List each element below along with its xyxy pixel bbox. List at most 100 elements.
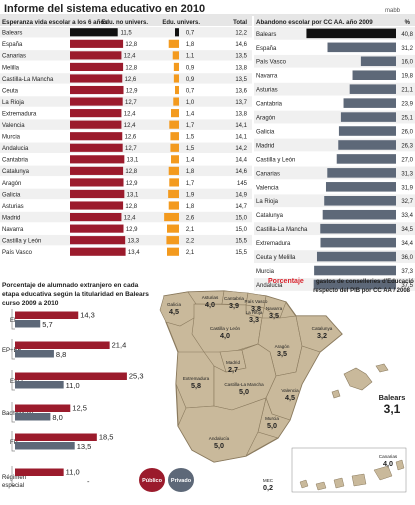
t1-value-univ: 1,7: [186, 123, 195, 129]
t2-value-label: 25,1: [401, 116, 413, 122]
t1-row-bg: [0, 223, 252, 234]
t1-region-label: Galicia: [2, 192, 21, 198]
t1-bar-univ: [171, 109, 179, 118]
t1-bar-univ: [173, 97, 179, 106]
t1-value-univ: 0,9: [186, 77, 195, 83]
t2-bar: [322, 209, 396, 220]
t2-bar: [316, 251, 396, 262]
t3-category-label: Régimen: [2, 475, 26, 481]
t1-bar-no-univ: [70, 155, 125, 164]
t2-value-label: 16,0: [401, 60, 413, 66]
t1-bar-univ: [172, 51, 179, 60]
t1-value-no-univ: 12,7: [125, 100, 137, 106]
t2-value-label: 37,5: [401, 283, 413, 289]
map-region-value: 5,0: [267, 421, 277, 430]
t1-row-bg: [0, 177, 252, 188]
t3-bar-private: [15, 350, 54, 358]
t1-value-no-univ: 11,5: [120, 31, 132, 37]
t1-row-bg: [0, 119, 252, 130]
t1-bar-univ: [170, 132, 179, 141]
t1-header-band: [0, 16, 252, 26]
map-title-highlight: Porcentaje: [268, 278, 304, 285]
t1-region-label: Castilla-La Mancha: [2, 77, 54, 83]
t2-region-label: Castilla y León: [256, 157, 295, 163]
t3-value-public: 14,3: [80, 311, 95, 320]
t3-bracket: [11, 431, 15, 452]
t1-value-univ: 2,1: [186, 227, 195, 233]
t1-value-univ: 1,8: [186, 42, 195, 48]
t2-value-label: 23,9: [401, 102, 413, 108]
t3-bar-private: [15, 320, 41, 328]
t1-value-total: 14,9: [235, 192, 247, 198]
t2-value-label: 26,0: [401, 129, 413, 135]
t1-region-label: Castilla y León: [2, 239, 41, 245]
t1-value-univ: 0,9: [186, 65, 195, 71]
map-region-name: Murcia: [265, 416, 279, 421]
t1-value-total: 14,7: [235, 204, 247, 210]
t1-bar-univ: [175, 85, 179, 95]
t1-bar-univ: [168, 39, 179, 48]
t1-value-no-univ: 12,6: [125, 77, 137, 83]
map-canarias-island: [395, 459, 405, 471]
t1-bar-univ: [168, 166, 179, 175]
t3-bracket: [11, 402, 15, 423]
t3-value-private: 5,7: [42, 320, 52, 329]
map-region-name: Andalucía: [209, 436, 230, 441]
map-region-name: País Vasco: [245, 299, 268, 304]
source-credit: mabb: [385, 8, 401, 14]
t1-region-label: Murcia: [2, 135, 21, 141]
t1-value-total: 14,1: [235, 123, 247, 129]
t1-bar-no-univ: [70, 143, 123, 152]
t1-bar-univ: [173, 62, 179, 71]
t3-bar-public: [15, 341, 110, 349]
t3-bar-private: [15, 442, 75, 450]
t1-row-bg: [0, 73, 252, 84]
t1-value-no-univ: 13,1: [127, 192, 139, 198]
t3-category-label: EI: [10, 318, 16, 324]
t1-value-total: 15,5: [235, 239, 247, 245]
map-region-catalunya: [295, 315, 343, 353]
map-region-menorca: [375, 363, 389, 373]
t1-region-label: Valencia: [2, 123, 25, 129]
t2-value-label: 21,1: [401, 88, 413, 94]
t1-value-univ: 1,8: [186, 204, 195, 210]
t1-bar-no-univ: [70, 132, 123, 141]
t2-bar: [338, 140, 396, 150]
t1-bar-univ: [164, 213, 179, 222]
t2-bar: [314, 265, 396, 276]
map-region-name: Castilla-La Mancha: [224, 382, 264, 387]
t1-value-total: 14,6: [235, 42, 247, 48]
t1-value-univ: 1,0: [186, 100, 195, 106]
t1-value-no-univ: 12,9: [126, 88, 138, 94]
t1-region-label: España: [2, 42, 23, 48]
t2-bar: [360, 56, 396, 67]
t3-value-private: -: [87, 477, 90, 486]
t1-value-no-univ: 13,3: [127, 239, 139, 245]
t2-value-label: 34,5: [401, 227, 413, 233]
t3-bar-private: [15, 381, 64, 389]
t1-region-label: Cantabria: [2, 158, 29, 164]
t3-legend-private-swatch: [168, 468, 194, 492]
t1-row-bg: [0, 107, 252, 119]
t2-region-label: Navarra: [256, 74, 278, 80]
t1-row-bg: [0, 130, 252, 142]
t1-bar-no-univ: [70, 39, 124, 48]
t1-value-no-univ: 13,4: [128, 250, 140, 256]
t3-bar-public: [15, 433, 97, 441]
t2-title: Abandono escolar por CC AA. año 2009: [256, 19, 373, 26]
t2-value-label: 33,4: [401, 213, 413, 219]
map-region-value: 4,5: [169, 307, 179, 316]
t2-bar: [327, 42, 396, 53]
t2-region-label: Ceuta y Melilla: [256, 255, 296, 261]
t1-value-univ: 2,6: [186, 215, 195, 221]
map-region-value: 3,3: [249, 315, 259, 324]
map-region-ibiza: [331, 389, 341, 399]
t2-region-label: Extremadura: [256, 241, 291, 247]
t1-bar-no-univ: [70, 166, 124, 175]
t1-value-univ: 2,2: [186, 239, 195, 245]
t2-region-label: Castilla-La Mancha: [256, 227, 308, 233]
map-region-balears: [343, 367, 373, 391]
t1-value-no-univ: 12,4: [124, 111, 136, 117]
map-canarias-island: [299, 479, 309, 489]
t1-row-bg: [0, 165, 252, 177]
